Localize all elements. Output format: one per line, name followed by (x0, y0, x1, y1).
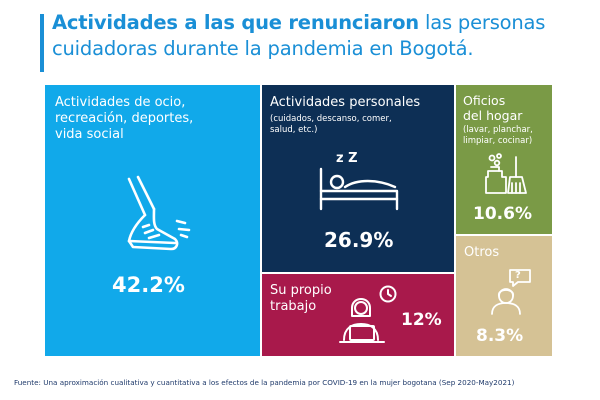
other-label: Otros (464, 245, 500, 260)
title-accent-bar (40, 14, 44, 72)
leisure-value: 42.2% (112, 273, 185, 297)
house-label-line1: Oficios (463, 93, 506, 108)
work-label: Su propio trabajo (270, 283, 332, 315)
tile-leisure: Actividades de ocio, recreación, deporte… (45, 85, 260, 356)
tile-work: Su propio trabajo 12% (262, 274, 454, 356)
house-value: 10.6% (473, 204, 532, 224)
work-label-line1: Su propio (270, 283, 332, 298)
personal-sub-line2: salud, etc.) (270, 125, 318, 135)
leisure-label-line3: vida social (55, 127, 124, 142)
sleeping-in-bed-icon (319, 167, 399, 211)
leisure-label-line1: Actividades de ocio, (55, 95, 186, 110)
woman-at-laptop-clock-icon (339, 285, 397, 343)
title-rest: las personas (418, 11, 546, 34)
personal-value: 26.9% (324, 228, 394, 252)
house-sublabel: (lavar, planchar, limpiar, cocinar) (463, 125, 533, 147)
cleaning-supplies-icon (485, 153, 527, 194)
running-shoe-icon (127, 175, 191, 251)
personal-sub-line1: (cuidados, descanso, comer, (270, 114, 392, 124)
source-footnote: Fuente: Una aproximación cualitativa y c… (14, 378, 515, 387)
house-label-line2: del hogar (463, 108, 523, 123)
sleep-z-text: z Z (336, 151, 358, 166)
leisure-label-line2: recreación, deportes, (55, 111, 194, 126)
work-value: 12% (401, 310, 442, 330)
other-value: 8.3% (476, 326, 524, 346)
house-sub-line2: limpiar, cocinar) (463, 136, 533, 146)
leisure-label: Actividades de ocio, recreación, deporte… (55, 95, 193, 143)
tile-other: Otros ? 8.3% (456, 236, 552, 356)
tile-personal: Actividades personales (cuidados, descan… (262, 85, 454, 272)
tile-house: Oficios del hogar (lavar, planchar, limp… (456, 85, 552, 234)
person-question-bubble-icon (491, 269, 531, 315)
house-sub-line1: (lavar, planchar, (463, 125, 533, 135)
title-bold: Actividades a las que renunciaron (52, 11, 419, 34)
house-label: Oficios del hogar (463, 93, 522, 123)
title-line2: cuidadoras durante la pandemia en Bogotá… (52, 37, 474, 60)
question-mark: ? (515, 270, 521, 281)
page-title: Actividades a las que renunciaron las pe… (52, 10, 582, 62)
work-label-line2: trabajo (270, 299, 317, 314)
personal-sublabel: (cuidados, descanso, comer, salud, etc.) (270, 114, 392, 136)
personal-label: Actividades personales (270, 95, 421, 110)
